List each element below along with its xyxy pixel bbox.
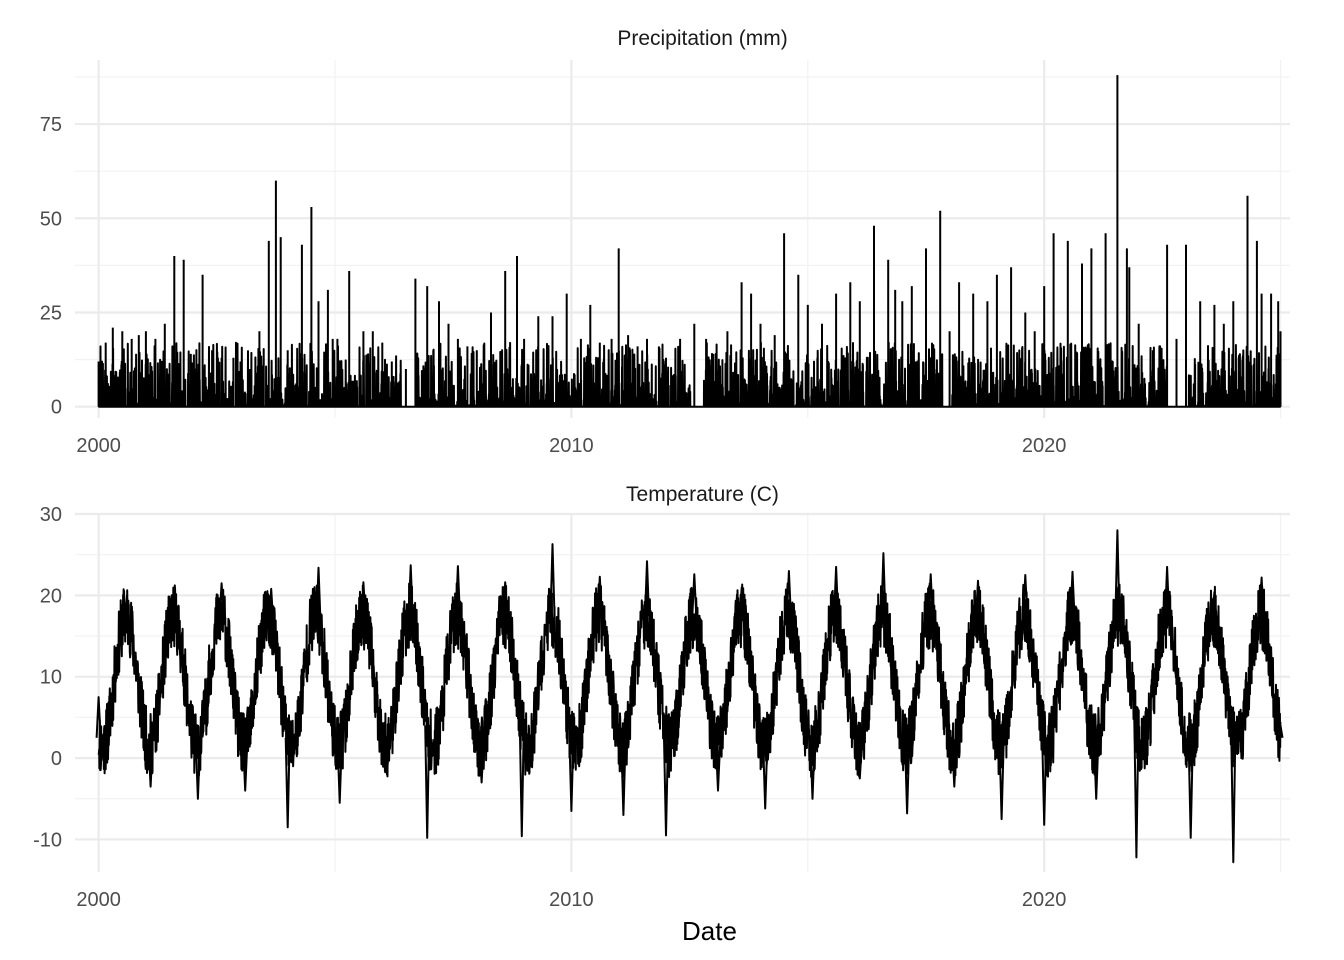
precip-series-line [97, 75, 1282, 408]
precip-x-tick-label: 2000 [76, 435, 121, 457]
precipitation-panel: 2000 2010 2020 0 25 50 75 Precipitation (mm) [40, 27, 1290, 457]
precip-x-tick-label: 2020 [1022, 435, 1067, 457]
precip-x-tick-label: 2010 [549, 435, 594, 457]
temp-y-tick-label: -10 [33, 829, 62, 851]
temperature-panel: 2000 2010 2020 -10 0 10 20 30 Temperature (C) Dat… [33, 483, 1290, 946]
precip-panel-title: Precipitation (mm) [617, 27, 787, 50]
temp-y-tick-label: 20 [40, 585, 62, 607]
precip-y-tick-label: 75 [40, 114, 62, 136]
x-axis-title: Date [682, 916, 737, 946]
precip-y-tick-label: 25 [40, 302, 62, 324]
temp-x-tick-label: 2010 [549, 889, 594, 911]
temp-x-tick-label: 2000 [76, 889, 121, 911]
temp-series-line [95, 529, 1284, 864]
precip-y-tick-label: 0 [51, 397, 62, 419]
temp-x-tick-label: 2020 [1022, 889, 1067, 911]
temp-panel-title: Temperature (C) [626, 483, 779, 506]
temp-y-tick-label: 30 [40, 504, 62, 526]
temp-y-tick-label: 0 [51, 748, 62, 770]
precip-y-tick-label: 50 [40, 208, 62, 230]
temp-y-tick-label: 10 [40, 667, 62, 689]
